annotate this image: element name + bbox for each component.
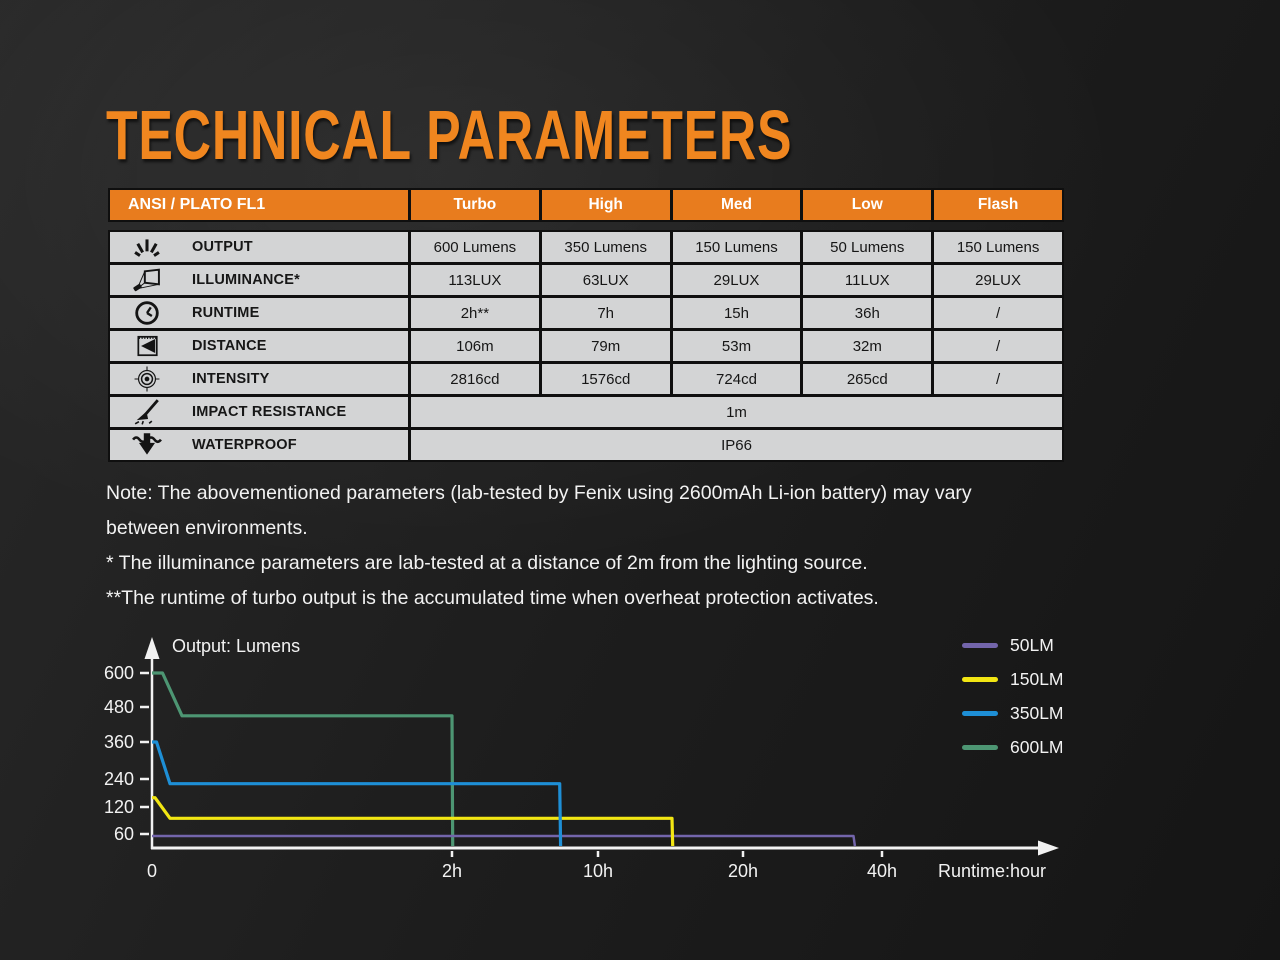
- chart-y-title: Output: Lumens: [172, 636, 300, 656]
- row-label: INTENSITY: [192, 371, 270, 387]
- cell-runtime-turbo: 2h**: [411, 298, 539, 328]
- cell-output-med: 150 Lumens: [672, 232, 801, 262]
- cell-runtime-med: 15h: [672, 298, 801, 328]
- x-axis-arrow-icon: [1038, 840, 1059, 856]
- table-header-row: ANSI / PLATO FL1 Turbo High Med Low Flas…: [108, 188, 1064, 222]
- header-cell-flash: Flash: [934, 190, 1062, 220]
- row-label: ILLUMINANCE*: [192, 272, 300, 288]
- cell-output-turbo: 600 Lumens: [411, 232, 539, 262]
- cell-impact-value: 1m: [411, 397, 1062, 427]
- cell-illuminance-low: 11LUX: [803, 265, 932, 295]
- cell-output-flash: 150 Lumens: [934, 232, 1062, 262]
- legend-swatch-350lm: [962, 710, 998, 716]
- legend-swatch-150lm: [962, 676, 998, 682]
- cell-runtime-flash: /: [934, 298, 1062, 328]
- impact-arrow-icon: [124, 399, 170, 425]
- cell-illuminance-flash: 29LUX: [934, 265, 1062, 295]
- header-cell-low: Low: [803, 190, 932, 220]
- legend-item-150lm: 150LM: [962, 669, 1064, 689]
- series-line-350lm: [152, 740, 563, 847]
- y-tick-marks: [140, 671, 149, 836]
- runtime-chart: 600 480 360 240 120 60 0 2h 10h 20h 40h …: [104, 636, 1059, 881]
- x-tick-marks: [450, 851, 884, 857]
- series-line-50lm: [152, 834, 857, 847]
- legend-label: 350LM: [1010, 702, 1064, 723]
- light-burst-icon: [124, 234, 170, 260]
- cell-distance-low: 32m: [803, 331, 932, 361]
- row-label-runtime: RUNTIME: [110, 298, 408, 328]
- y-tick-label: 120: [104, 797, 134, 817]
- legend-label: 600LM: [1010, 736, 1064, 757]
- legend-label: 150LM: [1010, 668, 1064, 689]
- header-cell-turbo: Turbo: [411, 190, 539, 220]
- note-line-4: **The runtime of turbo output is the acc…: [106, 587, 879, 609]
- cell-runtime-low: 36h: [803, 298, 932, 328]
- row-label: OUTPUT: [192, 239, 253, 255]
- y-tick-label: 60: [114, 824, 134, 844]
- page-title: TECHNICAL PARAMETERS: [106, 96, 793, 174]
- cell-distance-flash: /: [934, 331, 1062, 361]
- cell-output-low: 50 Lumens: [803, 232, 932, 262]
- beam-distance-icon: [124, 333, 170, 359]
- chart-x-title: Runtime:hour: [938, 861, 1046, 881]
- note-line-3: * The illuminance parameters are lab-tes…: [106, 552, 868, 574]
- cell-waterproof-value: IP66: [411, 430, 1062, 460]
- waterproof-arrow-icon: [124, 432, 170, 458]
- cell-distance-turbo: 106m: [411, 331, 539, 361]
- legend-item-600lm: 600LM: [962, 737, 1064, 757]
- note-line-2: between environments.: [106, 517, 308, 539]
- header-cell-med: Med: [672, 190, 801, 220]
- series-line-600lm: [152, 671, 455, 847]
- clock-icon: [124, 300, 170, 326]
- row-label: IMPACT RESISTANCE: [192, 404, 347, 420]
- cell-intensity-low: 265cd: [803, 364, 932, 394]
- cell-illuminance-high: 63LUX: [541, 265, 670, 295]
- spec-table: ANSI / PLATO FL1 Turbo High Med Low Flas…: [108, 188, 1064, 462]
- header-cell-high: High: [541, 190, 670, 220]
- row-label-waterproof: WATERPROOF: [110, 430, 408, 460]
- x-tick-label: 2h: [442, 861, 462, 881]
- cell-distance-med: 53m: [672, 331, 801, 361]
- target-icon: [124, 366, 170, 392]
- legend-label: 50LM: [1010, 634, 1054, 655]
- cell-intensity-high: 1576cd: [541, 364, 670, 394]
- legend-item-50lm: 50LM: [962, 635, 1064, 655]
- row-label-intensity: INTENSITY: [110, 364, 408, 394]
- row-label: WATERPROOF: [192, 437, 297, 453]
- legend-swatch-50lm: [962, 642, 998, 648]
- chart-legend: 50LM 150LM 350LM 600LM: [962, 635, 1064, 771]
- cell-output-high: 350 Lumens: [541, 232, 670, 262]
- y-tick-label: 600: [104, 663, 134, 683]
- x-tick-label: 0: [147, 861, 157, 881]
- cell-illuminance-turbo: 113LUX: [411, 265, 539, 295]
- x-tick-label: 10h: [583, 861, 613, 881]
- x-tick-label: 20h: [728, 861, 758, 881]
- y-tick-label: 480: [104, 697, 134, 717]
- legend-item-350lm: 350LM: [962, 703, 1064, 723]
- x-tick-label: 40h: [867, 861, 897, 881]
- cell-intensity-flash: /: [934, 364, 1062, 394]
- beam-screen-icon: [124, 267, 170, 293]
- row-label-distance: DISTANCE: [110, 331, 408, 361]
- cell-illuminance-med: 29LUX: [672, 265, 801, 295]
- table-body: OUTPUT 600 Lumens 350 Lumens 150 Lumens …: [108, 230, 1064, 462]
- row-label-output: OUTPUT: [110, 232, 408, 262]
- legend-swatch-600lm: [962, 744, 998, 750]
- y-tick-label: 360: [104, 732, 134, 752]
- notes: Note: The abovementioned parameters (lab…: [106, 476, 1106, 616]
- row-label-illuminance: ILLUMINANCE*: [110, 265, 408, 295]
- y-tick-label: 240: [104, 769, 134, 789]
- cell-distance-high: 79m: [541, 331, 670, 361]
- cell-intensity-med: 724cd: [672, 364, 801, 394]
- note-line-1: Note: The abovementioned parameters (lab…: [106, 482, 972, 504]
- row-label-impact: IMPACT RESISTANCE: [110, 397, 408, 427]
- cell-intensity-turbo: 2816cd: [411, 364, 539, 394]
- chart-series-lines: [152, 671, 857, 847]
- row-label: RUNTIME: [192, 305, 260, 321]
- row-label: DISTANCE: [192, 338, 267, 354]
- series-line-150lm: [152, 796, 675, 847]
- header-cell-ansi: ANSI / PLATO FL1: [110, 190, 408, 220]
- y-axis-arrow-icon: [144, 637, 160, 659]
- cell-runtime-high: 7h: [541, 298, 670, 328]
